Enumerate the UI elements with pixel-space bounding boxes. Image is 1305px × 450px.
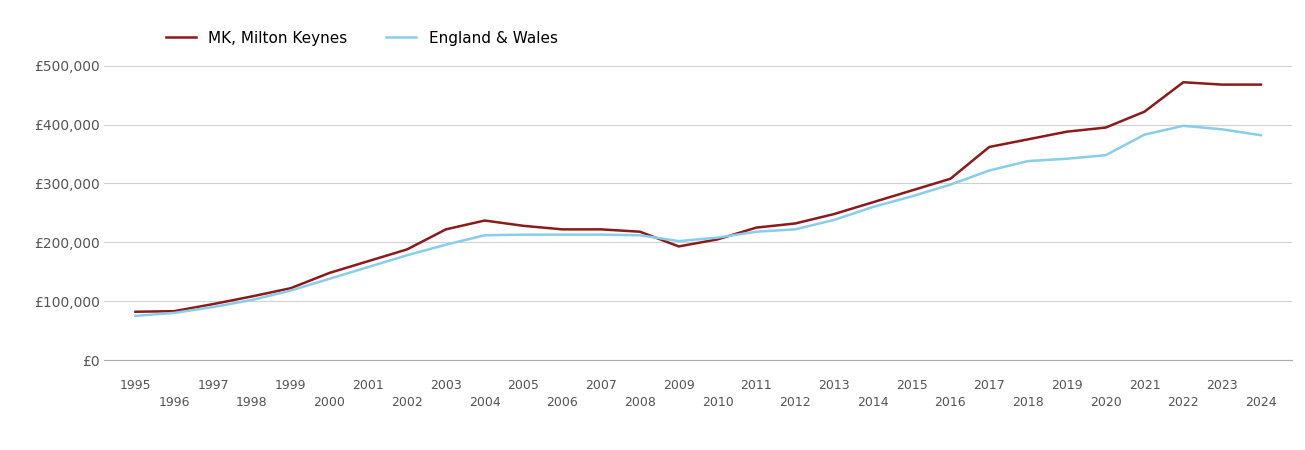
England & Wales <box>632 233 647 238</box>
Text: 1995: 1995 <box>120 379 151 392</box>
MK, Milton Keynes <box>904 188 920 193</box>
England & Wales <box>476 233 492 238</box>
England & Wales <box>128 313 144 319</box>
Text: 2015: 2015 <box>895 379 928 392</box>
MK, Milton Keynes <box>244 294 260 299</box>
MK, Milton Keynes <box>594 227 609 232</box>
England & Wales <box>671 238 686 244</box>
MK, Milton Keynes <box>671 244 686 249</box>
England & Wales <box>1060 156 1075 162</box>
MK, Milton Keynes <box>438 227 454 232</box>
Line: England & Wales: England & Wales <box>136 126 1261 316</box>
Text: 2020: 2020 <box>1090 396 1121 409</box>
MK, Milton Keynes <box>1060 129 1075 135</box>
MK, Milton Keynes <box>865 200 881 205</box>
England & Wales <box>1214 126 1229 132</box>
England & Wales <box>515 232 531 237</box>
Text: 2014: 2014 <box>857 396 889 409</box>
England & Wales <box>865 204 881 210</box>
England & Wales <box>399 252 415 258</box>
England & Wales <box>205 304 221 310</box>
MK, Milton Keynes <box>399 247 415 252</box>
Text: 2021: 2021 <box>1129 379 1160 392</box>
Legend: MK, Milton Keynes, England & Wales: MK, Milton Keynes, England & Wales <box>159 25 564 52</box>
MK, Milton Keynes <box>167 308 183 314</box>
England & Wales <box>1021 158 1036 164</box>
MK, Milton Keynes <box>515 223 531 229</box>
England & Wales <box>283 288 299 293</box>
Text: 2007: 2007 <box>585 379 617 392</box>
MK, Milton Keynes <box>476 218 492 223</box>
Text: 2019: 2019 <box>1051 379 1083 392</box>
MK, Milton Keynes <box>360 258 376 264</box>
England & Wales <box>981 168 997 173</box>
Text: 2018: 2018 <box>1013 396 1044 409</box>
MK, Milton Keynes <box>787 221 803 226</box>
England & Wales <box>555 232 570 237</box>
Text: 2024: 2024 <box>1245 396 1276 409</box>
MK, Milton Keynes <box>1253 82 1268 87</box>
Text: 2009: 2009 <box>663 379 694 392</box>
Text: 2013: 2013 <box>818 379 850 392</box>
MK, Milton Keynes <box>1176 80 1191 85</box>
England & Wales <box>904 194 920 199</box>
Text: 1999: 1999 <box>275 379 307 392</box>
England & Wales <box>1176 123 1191 129</box>
Text: 2005: 2005 <box>508 379 539 392</box>
England & Wales <box>594 232 609 237</box>
MK, Milton Keynes <box>555 227 570 232</box>
MK, Milton Keynes <box>1137 109 1152 114</box>
MK, Milton Keynes <box>1214 82 1229 87</box>
England & Wales <box>942 182 958 187</box>
MK, Milton Keynes <box>128 309 144 315</box>
Text: 2010: 2010 <box>702 396 733 409</box>
MK, Milton Keynes <box>1098 125 1113 130</box>
Text: 2022: 2022 <box>1168 396 1199 409</box>
England & Wales <box>167 310 183 315</box>
Text: 2016: 2016 <box>934 396 966 409</box>
Text: 2003: 2003 <box>431 379 462 392</box>
England & Wales <box>1253 132 1268 138</box>
England & Wales <box>710 235 726 240</box>
Text: 2017: 2017 <box>974 379 1005 392</box>
England & Wales <box>1137 132 1152 137</box>
Text: 2001: 2001 <box>352 379 384 392</box>
Text: 2000: 2000 <box>313 396 346 409</box>
MK, Milton Keynes <box>205 302 221 307</box>
England & Wales <box>787 227 803 232</box>
England & Wales <box>360 264 376 270</box>
England & Wales <box>438 242 454 248</box>
Text: 2012: 2012 <box>779 396 810 409</box>
MK, Milton Keynes <box>826 212 842 217</box>
MK, Milton Keynes <box>632 229 647 234</box>
Text: 2004: 2004 <box>468 396 501 409</box>
England & Wales <box>1098 153 1113 158</box>
England & Wales <box>826 217 842 223</box>
England & Wales <box>321 276 337 282</box>
MK, Milton Keynes <box>321 270 337 275</box>
Line: MK, Milton Keynes: MK, Milton Keynes <box>136 82 1261 312</box>
MK, Milton Keynes <box>710 237 726 242</box>
Text: 2008: 2008 <box>624 396 656 409</box>
England & Wales <box>244 297 260 303</box>
Text: 1998: 1998 <box>236 396 268 409</box>
MK, Milton Keynes <box>981 144 997 150</box>
MK, Milton Keynes <box>942 176 958 181</box>
Text: 2023: 2023 <box>1206 379 1238 392</box>
MK, Milton Keynes <box>283 285 299 291</box>
Text: 1996: 1996 <box>158 396 191 409</box>
England & Wales <box>749 229 765 234</box>
Text: 2002: 2002 <box>392 396 423 409</box>
Text: 1997: 1997 <box>197 379 228 392</box>
MK, Milton Keynes <box>1021 137 1036 142</box>
MK, Milton Keynes <box>749 225 765 230</box>
Text: 2006: 2006 <box>547 396 578 409</box>
Text: 2011: 2011 <box>740 379 773 392</box>
